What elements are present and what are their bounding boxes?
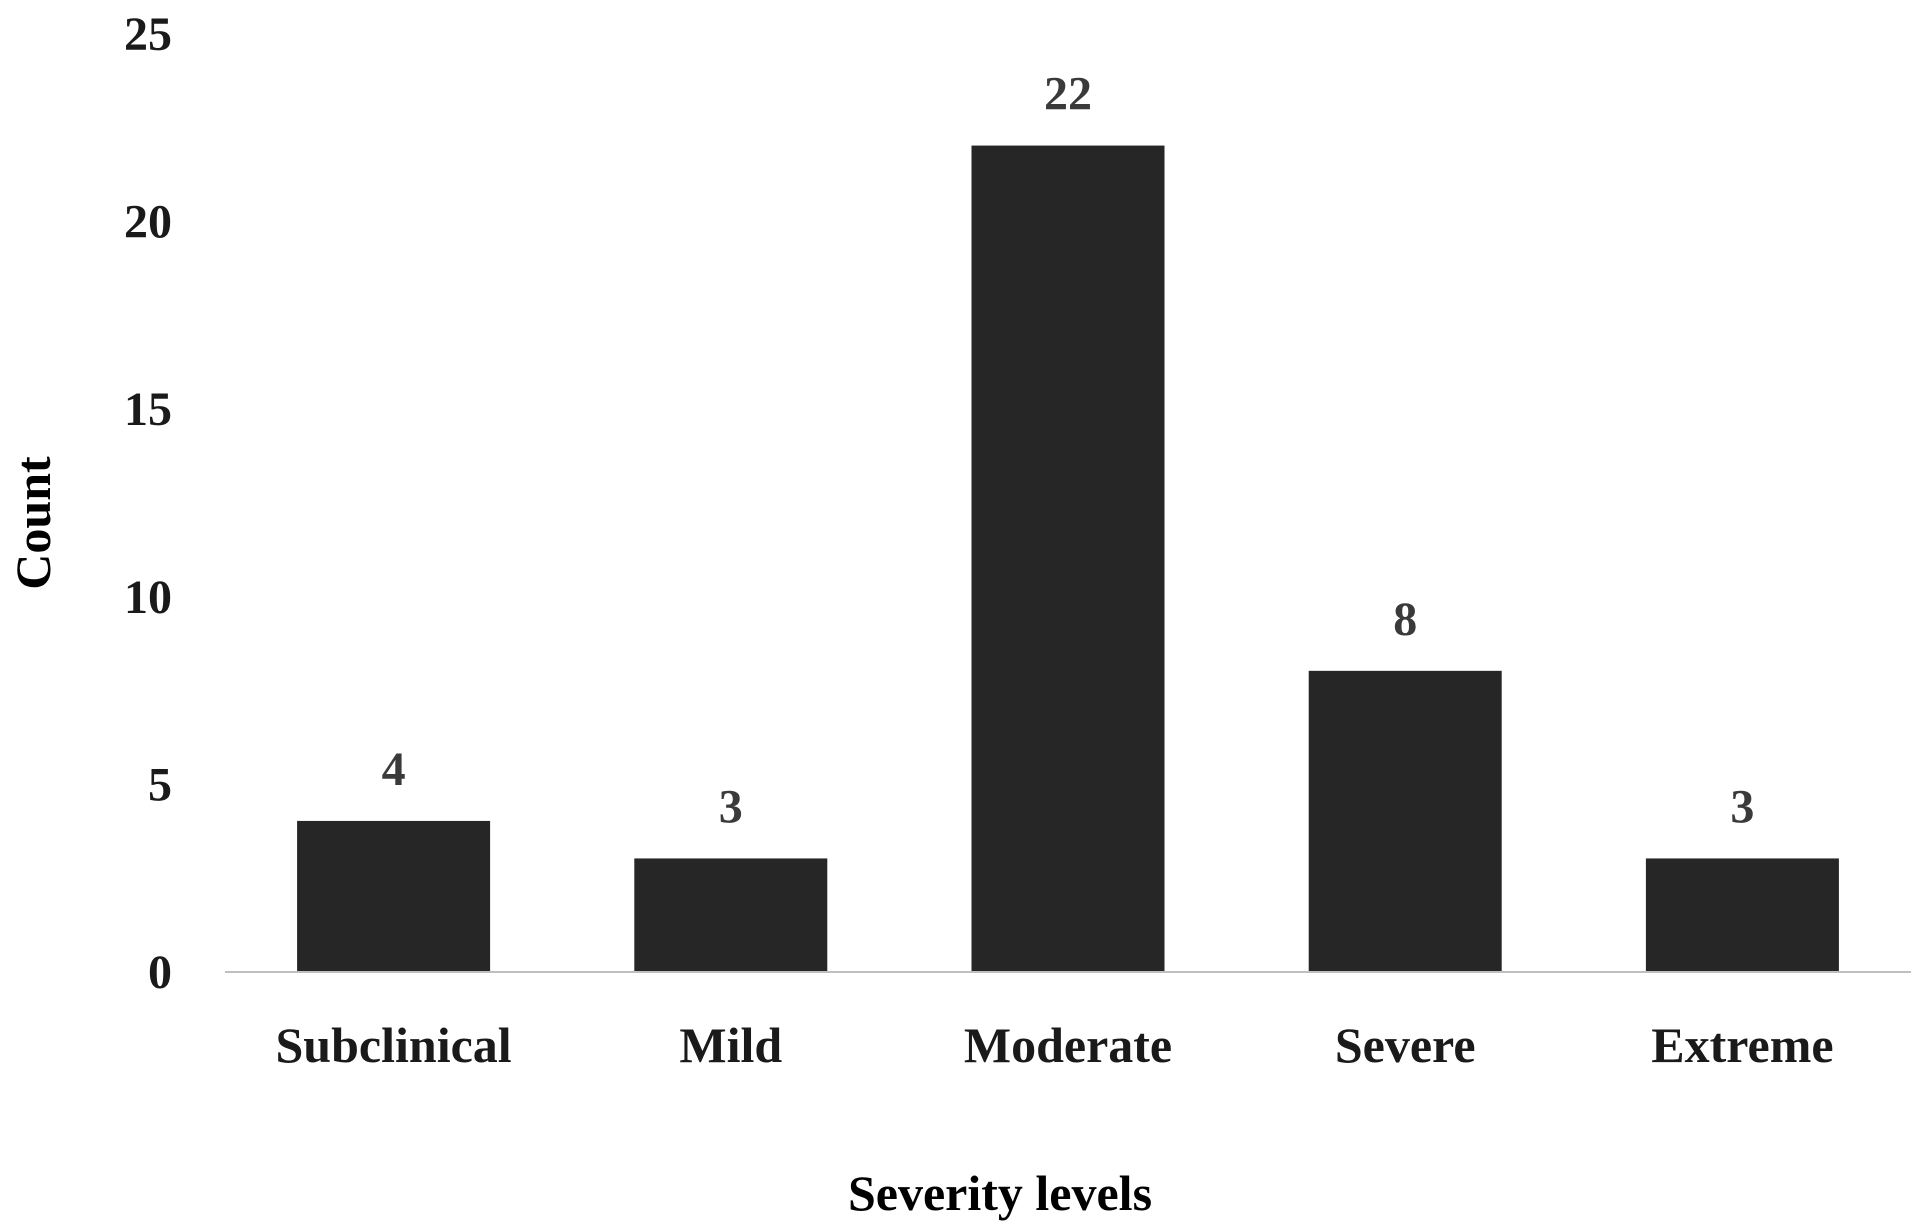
y-tick-label: 5 bbox=[148, 758, 172, 811]
data-label-extreme: 3 bbox=[1730, 780, 1754, 833]
bar-mild bbox=[634, 858, 828, 971]
data-label-moderate: 22 bbox=[1044, 68, 1092, 121]
category-label-severe: Severe bbox=[1335, 1017, 1476, 1073]
bar-extreme bbox=[1645, 858, 1839, 971]
category-label-subclinical: Subclinical bbox=[276, 1017, 512, 1073]
y-tick-label: 25 bbox=[124, 8, 172, 61]
bar-severe bbox=[1308, 670, 1502, 971]
bars bbox=[297, 145, 1839, 971]
category-label-moderate: Moderate bbox=[964, 1017, 1172, 1073]
y-axis-title: Count bbox=[5, 456, 61, 590]
bar-subclinical bbox=[297, 820, 491, 971]
category-label-mild: Mild bbox=[679, 1017, 782, 1073]
category-labels: Subclinical Mild Moderate Severe Extreme bbox=[276, 1017, 1834, 1073]
y-tick-label: 15 bbox=[124, 383, 172, 436]
x-axis-title: Severity levels bbox=[848, 1165, 1152, 1221]
data-label-severe: 8 bbox=[1393, 593, 1417, 646]
category-label-extreme: Extreme bbox=[1651, 1017, 1833, 1073]
y-tick-label: 20 bbox=[124, 196, 172, 249]
y-tick-label: 0 bbox=[148, 946, 172, 999]
data-labels: 4 3 22 8 3 bbox=[382, 68, 1755, 834]
y-tick-label: 10 bbox=[124, 571, 172, 624]
bar-moderate bbox=[971, 145, 1165, 971]
data-label-mild: 3 bbox=[719, 780, 743, 833]
y-axis-ticks: 0 5 10 15 20 25 bbox=[124, 8, 172, 999]
data-label-subclinical: 4 bbox=[382, 743, 406, 796]
